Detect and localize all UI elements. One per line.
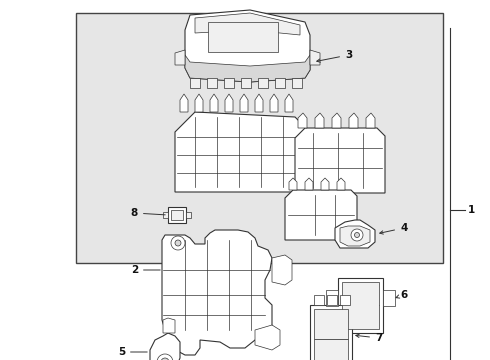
Bar	[338, 278, 383, 333]
Circle shape	[354, 233, 360, 238]
Bar	[168, 207, 186, 223]
Polygon shape	[289, 178, 297, 190]
Bar	[314, 295, 324, 305]
Polygon shape	[298, 113, 307, 128]
Bar	[327, 295, 337, 305]
Polygon shape	[210, 94, 218, 112]
Polygon shape	[150, 333, 180, 360]
Bar	[208, 22, 278, 52]
Bar	[310, 305, 352, 360]
Text: 5: 5	[118, 347, 147, 357]
Bar	[342, 282, 379, 329]
Circle shape	[157, 354, 173, 360]
Polygon shape	[195, 13, 300, 35]
Circle shape	[161, 358, 169, 360]
Polygon shape	[258, 78, 268, 88]
Polygon shape	[310, 50, 320, 65]
Text: 8: 8	[131, 208, 165, 218]
Polygon shape	[295, 128, 385, 193]
Bar	[76, 13, 443, 263]
Polygon shape	[383, 290, 395, 306]
Polygon shape	[321, 178, 329, 190]
Bar	[314, 309, 348, 339]
Bar	[186, 212, 191, 218]
Polygon shape	[163, 318, 175, 333]
Polygon shape	[292, 78, 302, 88]
Polygon shape	[366, 113, 375, 128]
Polygon shape	[275, 78, 285, 88]
Polygon shape	[255, 94, 263, 112]
Text: 6: 6	[396, 290, 407, 300]
Polygon shape	[285, 94, 293, 112]
Polygon shape	[335, 220, 375, 248]
Polygon shape	[190, 78, 200, 88]
Polygon shape	[315, 113, 324, 128]
Text: 3: 3	[317, 50, 352, 62]
Polygon shape	[270, 94, 278, 112]
Bar	[163, 212, 168, 218]
Circle shape	[351, 229, 363, 241]
Text: 4: 4	[380, 223, 407, 234]
Circle shape	[171, 236, 185, 250]
Polygon shape	[285, 190, 357, 240]
Polygon shape	[162, 230, 272, 355]
Polygon shape	[175, 112, 305, 192]
Bar	[171, 210, 183, 220]
Polygon shape	[224, 78, 234, 88]
Polygon shape	[305, 178, 313, 190]
Polygon shape	[241, 78, 251, 88]
Bar	[314, 339, 348, 360]
Polygon shape	[185, 55, 310, 82]
Text: 1: 1	[468, 205, 475, 215]
Polygon shape	[185, 10, 310, 82]
Text: 2: 2	[131, 265, 160, 275]
Polygon shape	[225, 94, 233, 112]
Text: 7: 7	[356, 333, 382, 343]
Polygon shape	[255, 325, 280, 350]
Polygon shape	[337, 178, 345, 190]
Polygon shape	[332, 113, 341, 128]
Polygon shape	[195, 94, 203, 112]
Polygon shape	[207, 78, 217, 88]
Polygon shape	[240, 94, 248, 112]
Circle shape	[175, 240, 181, 246]
Polygon shape	[326, 290, 338, 306]
Polygon shape	[349, 113, 358, 128]
Polygon shape	[175, 50, 185, 65]
Polygon shape	[272, 255, 292, 285]
Bar	[340, 295, 350, 305]
Polygon shape	[180, 94, 188, 112]
Polygon shape	[340, 226, 370, 246]
